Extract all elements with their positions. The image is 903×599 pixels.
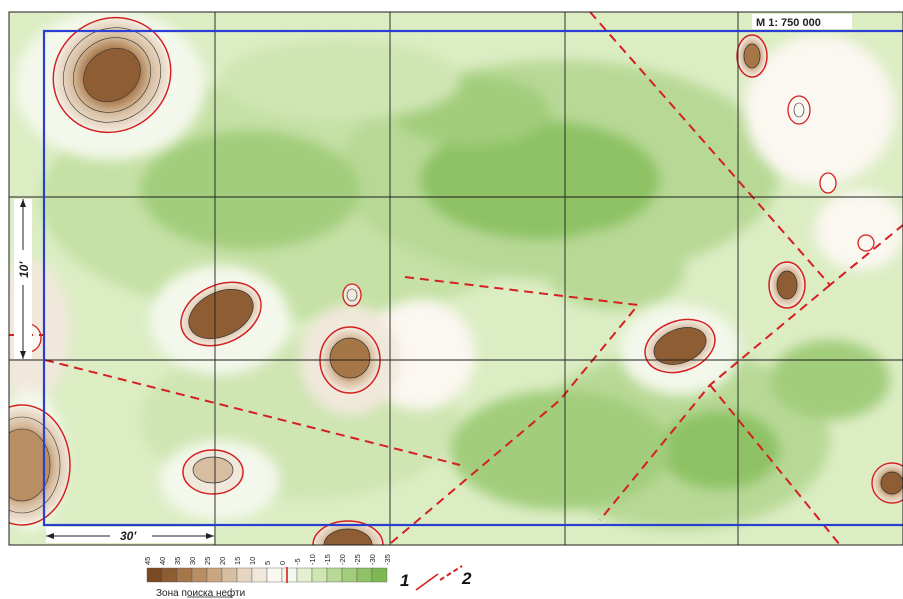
lat-interval-dimension: 10': [14, 199, 32, 359]
legend-caption: Зона поиска нефти: [156, 587, 245, 599]
legend-tick-label: 45: [143, 557, 152, 565]
legend-swatch: [356, 567, 373, 583]
dome-northeast: [736, 34, 875, 252]
dome-central-west: [180, 281, 262, 347]
legend-item-1-contour-sample: [415, 573, 439, 591]
legend-tick-label: 30: [188, 557, 197, 565]
legend-tick-label: 15: [233, 557, 242, 565]
legend-color-ramp: [146, 567, 388, 583]
legend-tick-label: 5: [263, 561, 272, 565]
map-area: [9, 12, 903, 545]
fault-lines: [9, 12, 903, 545]
lat-interval-label: 10': [17, 261, 31, 278]
dome-southeast: [871, 462, 903, 504]
legend-item-1-label: 1: [400, 571, 409, 590]
map-border: [8, 11, 903, 546]
legend-tick-label: 0: [278, 561, 287, 565]
legend-tick-label: -10: [308, 554, 317, 565]
legend-tick-label: -20: [338, 554, 347, 565]
legend-swatch: [206, 567, 223, 583]
legend-swatch: [146, 567, 163, 583]
legend-tick-label: 25: [203, 557, 212, 565]
dome-south: [182, 449, 384, 545]
legend-tick-label: -5: [293, 558, 302, 565]
legend: 45 40 35 30 25 20 15 10 5 0 -5 -10 -15 -20 -25 -30 -35 1…: [143, 554, 472, 599]
legend-swatch: [236, 567, 253, 583]
legend-tick-labels: 45 40 35 30 25 20 15 10 5 0 -5 -10 -15 -20 -25 -30 -35: [143, 554, 392, 565]
legend-swatch: [296, 567, 313, 583]
legend-tick-label: -15: [323, 554, 332, 565]
grid-lines: [9, 12, 903, 545]
legend-tick-label: -25: [353, 554, 362, 565]
scale-label-bg: [752, 14, 852, 29]
legend-tick-label: 10: [248, 557, 257, 565]
legend-swatch: [371, 567, 388, 583]
legend-swatch: [176, 567, 193, 583]
legend-item-2-fault-sample: [439, 565, 463, 581]
legend-tick-label: 35: [173, 557, 182, 565]
dome-northwest: [52, 16, 172, 134]
scale-label: М 1: 750 000: [756, 17, 821, 29]
legend-swatch: [161, 567, 178, 583]
legend-tick-label: -30: [368, 554, 377, 565]
legend-swatch: [341, 567, 358, 583]
legend-swatch: [266, 567, 283, 583]
dome-east-central: [644, 318, 716, 374]
dome-east: [768, 261, 806, 309]
legend-swatch: [221, 567, 238, 583]
legend-item-2-label: 2: [461, 569, 472, 588]
lon-interval-label: 30': [120, 529, 137, 543]
legend-tick-label: 20: [218, 557, 227, 565]
legend-swatch: [326, 567, 343, 583]
legend-swatch: [251, 567, 268, 583]
legend-swatch: [191, 567, 208, 583]
study-area-frame: [42, 29, 903, 527]
legend-tick-label: 40: [158, 557, 167, 565]
legend-tick-label: -35: [383, 554, 392, 565]
legend-swatch: [311, 567, 328, 583]
legend-swatch: [281, 567, 298, 583]
lon-interval-dimension: 30': [46, 527, 214, 543]
dome-southwest: [9, 323, 71, 526]
